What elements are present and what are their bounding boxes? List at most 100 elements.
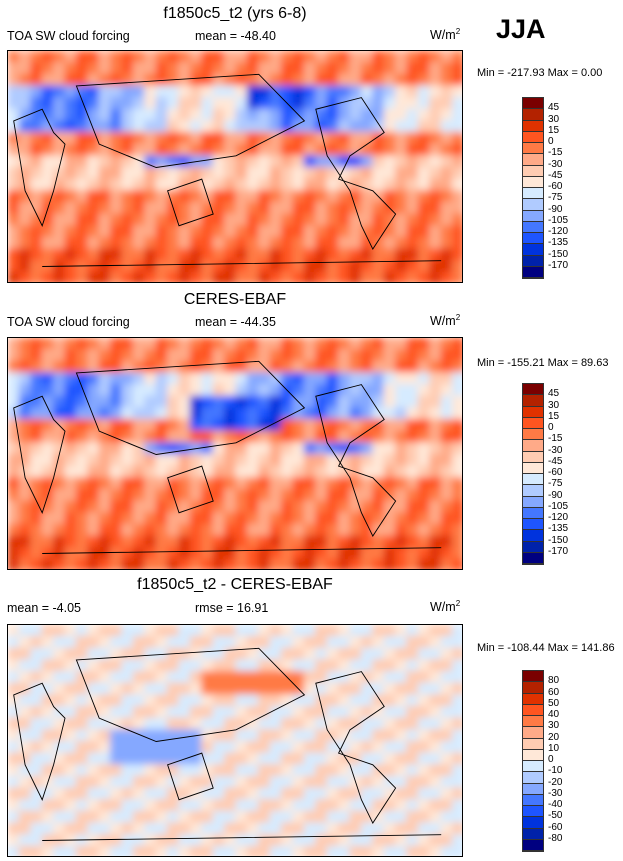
map-cell: [440, 717, 454, 731]
map-cell: [383, 51, 397, 64]
map-cell: [292, 178, 305, 192]
map-cell: [429, 752, 442, 766]
colorbar-swatch: [523, 176, 543, 188]
map-cell: [75, 384, 89, 397]
colorbar-swatch: [523, 429, 543, 441]
map-cell: [201, 834, 214, 847]
map-cell: [18, 143, 32, 157]
map-cell: [41, 729, 55, 743]
map-cell: [87, 360, 100, 374]
map-cell: [121, 647, 134, 661]
map-cell: [41, 143, 55, 157]
map-cell: [30, 752, 43, 766]
map-cell: [372, 740, 385, 754]
map-cell: [235, 558, 248, 569]
panel-title: f1850c5_t2 (yrs 6-8): [163, 5, 307, 22]
map-cell: [269, 248, 283, 262]
map-cell: [246, 523, 260, 537]
map-cell: [246, 201, 260, 215]
map-cell: [406, 384, 419, 397]
map-cell: [18, 271, 32, 282]
map-cell: [41, 523, 55, 537]
map-cell: [269, 131, 283, 145]
map-cell: [452, 740, 462, 754]
map-cell: [452, 822, 462, 836]
map-cell: [235, 764, 248, 778]
map-cell: [64, 694, 77, 708]
map-cell: [98, 625, 112, 638]
colorbar-label: -10: [548, 765, 563, 777]
map-cell: [372, 705, 385, 719]
map-cell: [440, 488, 454, 502]
map-cell: [235, 271, 248, 282]
map-cell: [53, 453, 66, 467]
map-cell: [349, 271, 362, 282]
map-cell: [235, 360, 248, 374]
map-cell: [429, 845, 442, 856]
map-cell: [338, 395, 351, 409]
map-cell: [383, 338, 397, 351]
map-cell: [269, 764, 283, 778]
map-cell: [383, 190, 397, 204]
colorbar-swatch: [523, 761, 543, 773]
map-cell: [178, 418, 191, 432]
map-cell: [235, 694, 248, 708]
map-cell: [292, 822, 305, 836]
map-cell: [8, 360, 20, 374]
map-cell: [212, 705, 226, 719]
map-cell: [395, 523, 408, 537]
map-cell: [110, 418, 123, 432]
map-cell: [8, 523, 20, 537]
map-cell: [258, 407, 271, 421]
map-cell: [178, 85, 191, 99]
map-cell: [201, 547, 214, 560]
map-cell: [87, 143, 100, 157]
map-cell: [395, 430, 408, 444]
map-cell: [64, 372, 77, 386]
map-cell: [201, 395, 214, 409]
map-cell: [41, 73, 55, 87]
map-cell: [246, 190, 260, 204]
map-cell: [349, 360, 362, 374]
map-cell: [395, 248, 408, 262]
map-cell: [417, 360, 431, 374]
map-cell: [167, 236, 180, 250]
map-cell: [41, 671, 55, 684]
map-cell: [189, 453, 203, 467]
map-cell: [224, 682, 237, 696]
map-cell: [417, 85, 431, 99]
map-cell: [41, 108, 55, 122]
map-cell: [383, 143, 397, 157]
colorbar-swatch: [523, 839, 543, 851]
map-cell: [292, 775, 305, 789]
map-cell: [303, 97, 317, 110]
map-cell: [383, 500, 397, 514]
map-cell: [30, 108, 43, 122]
map-cell: [406, 535, 419, 549]
map-cell: [440, 682, 454, 696]
units-exponent: 2: [455, 599, 461, 608]
map-cell: [406, 97, 419, 110]
map-cell: [155, 166, 169, 180]
map-cell: [429, 430, 442, 444]
map-cell: [360, 659, 374, 673]
map-cell: [53, 535, 66, 549]
map-cell: [360, 201, 374, 215]
map-cell: [429, 62, 442, 75]
map-cell: [383, 178, 397, 192]
map-cell: [395, 51, 408, 64]
map-cell: [440, 671, 454, 684]
map-cell: [18, 764, 32, 778]
map-cell: [121, 85, 134, 99]
map-cell: [41, 787, 55, 801]
map-cell: [315, 547, 328, 560]
map-cell: [110, 682, 123, 696]
map-cell: [132, 248, 146, 262]
map-cell: [406, 260, 419, 273]
map-cell: [338, 822, 351, 836]
map-cell: [189, 236, 203, 250]
map-cell: [372, 717, 385, 731]
map-cell: [315, 360, 328, 374]
map-cell: [132, 694, 146, 708]
map-cell: [338, 694, 351, 708]
